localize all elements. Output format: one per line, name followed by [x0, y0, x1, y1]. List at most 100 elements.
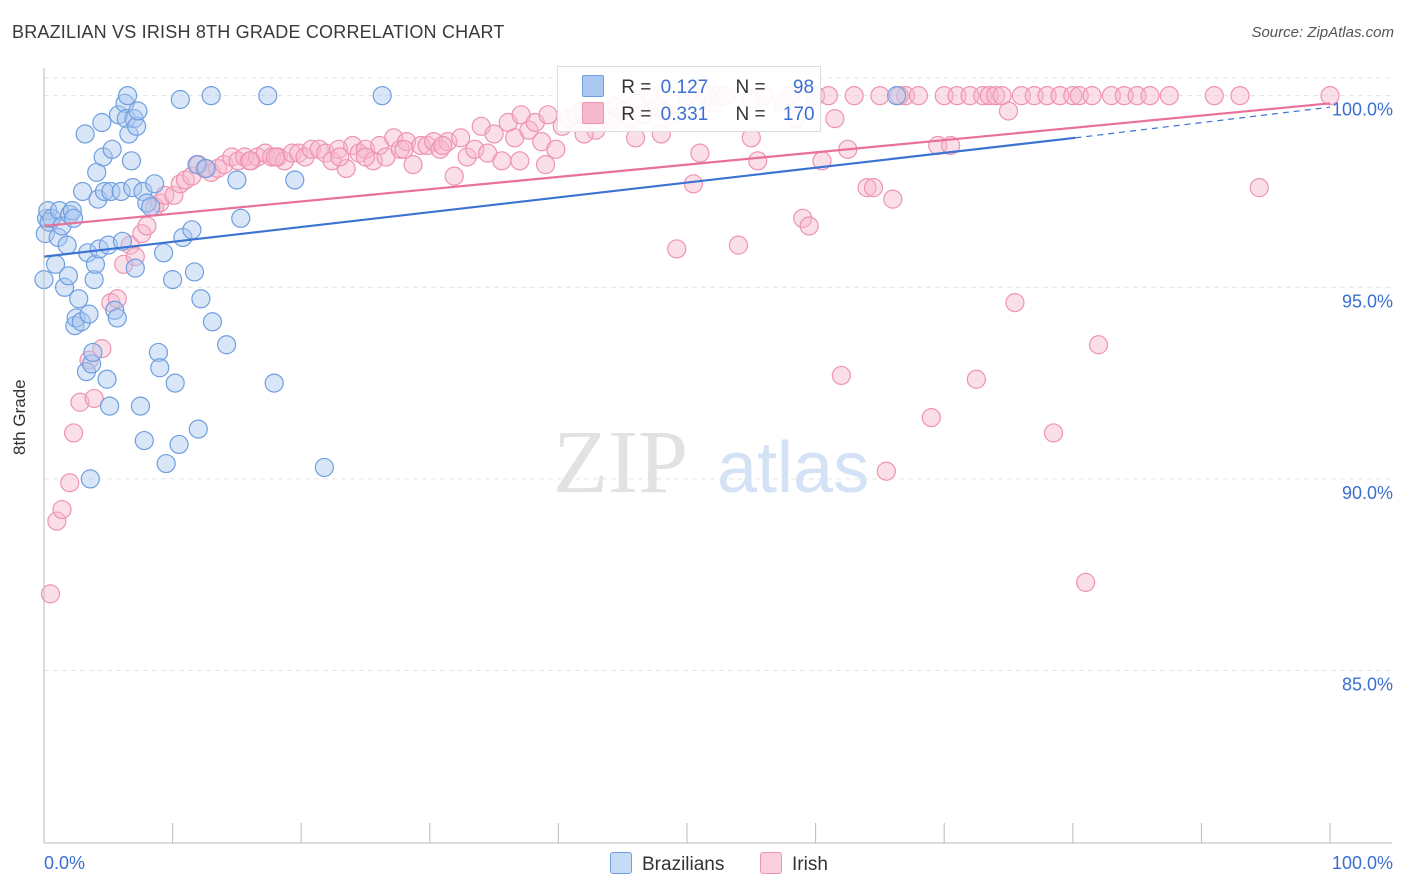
irish-trend-line [43, 102, 1331, 228]
n-label: N = [735, 104, 766, 125]
brazilian-point [231, 208, 251, 228]
brazilians-trend-line [43, 136, 1076, 258]
irish-point [1082, 86, 1102, 106]
brazilian-point [116, 109, 136, 129]
brazilian-point [188, 419, 208, 439]
watermark-zip: ZIP [553, 413, 688, 512]
irish-point [921, 407, 941, 428]
brazilian-point [182, 220, 202, 240]
irish-point [1320, 86, 1340, 106]
chart-title: BRAZILIAN VS IRISH 8TH GRADE CORRELATION… [12, 22, 505, 42]
brazilian-point [85, 254, 106, 274]
irish-point [330, 147, 350, 167]
irish-point [535, 155, 556, 175]
brazilians-trend-extension [1075, 106, 1331, 139]
irish-point [125, 247, 145, 267]
brazilian-point [121, 151, 142, 171]
irish-point [60, 473, 80, 493]
brazilian-point [69, 289, 89, 309]
brazilians-swatch [582, 75, 604, 97]
brazilian-point [191, 289, 211, 309]
irish-point [1088, 335, 1109, 355]
irish-point [465, 139, 485, 159]
legend-item-brazilians: Brazilians [610, 852, 724, 876]
irish-point [690, 143, 710, 163]
trend-lines [43, 102, 1331, 258]
irish-point [818, 86, 839, 106]
irish-point [876, 461, 896, 481]
watermark-atlas: atlas [717, 428, 869, 508]
brazilian-point [148, 342, 169, 363]
irish-point [457, 147, 477, 167]
brazilian-point [285, 170, 305, 190]
brazilian-point [54, 277, 75, 297]
brazilian-point [62, 201, 82, 221]
irish-point [844, 86, 864, 106]
irish-point [870, 86, 890, 106]
brazilian-point [71, 312, 91, 332]
brazilian-point [66, 308, 86, 328]
legend-label-irish: Irish [792, 854, 828, 875]
irish-point [214, 155, 234, 175]
brazilian-point [80, 469, 100, 489]
irish-point [433, 135, 453, 156]
irish-point [1159, 86, 1179, 106]
watermark: ZIP atlas [553, 413, 869, 512]
brazilian-point [163, 270, 183, 290]
brazilian-point [75, 124, 95, 144]
brazilian-point [117, 86, 138, 106]
brazilian-point [134, 430, 154, 451]
y-tick-label: 100.0% [1332, 100, 1393, 120]
irish-point [857, 178, 877, 198]
brazilian-point [202, 312, 223, 332]
irish-point [1043, 423, 1064, 443]
irish-point [510, 151, 530, 171]
irish-point [107, 289, 127, 309]
irish-point [47, 511, 67, 531]
brazilian-point [137, 193, 157, 213]
irish-point [84, 388, 104, 409]
irish-point [164, 185, 184, 205]
legend-row-brazilians: R = 0.127 N = 98 [582, 75, 814, 101]
brazilian-point [887, 86, 907, 106]
irish-point [992, 86, 1012, 106]
brazilian-point [258, 86, 278, 106]
irish-point [825, 109, 845, 129]
irish-swatch [582, 102, 604, 124]
irish-point [444, 166, 464, 186]
irish-point [492, 151, 512, 171]
irish-point [63, 423, 84, 443]
irish-point [114, 254, 134, 274]
irish-point [70, 392, 90, 412]
r-value: 0.127 [660, 77, 709, 98]
brazilian-point [201, 86, 221, 106]
irish-point [328, 139, 349, 159]
axes: 85.0% 90.0% 95.0% 100.0% 0.0% 100.0% [43, 68, 1393, 873]
brazilian-point [105, 300, 125, 320]
brazilian-point [264, 373, 284, 393]
brazilian-point [144, 174, 165, 194]
brazilian-point [83, 342, 103, 363]
irish-point [1140, 86, 1160, 106]
brazilian-point [111, 181, 131, 202]
brazilian-point [372, 86, 392, 106]
brazilian-point [79, 304, 99, 324]
brazilian-point [170, 89, 190, 110]
irish-point [484, 124, 504, 144]
irish-point [986, 86, 1006, 106]
y-tick-label: 95.0% [1342, 291, 1393, 311]
brazilian-point [156, 453, 176, 474]
brazilian-point [97, 369, 117, 389]
irish-point [683, 174, 704, 194]
irish-point [1005, 293, 1025, 313]
brazilian-point [72, 181, 93, 202]
brazilian-point [125, 258, 145, 278]
irish-point [793, 208, 813, 228]
r-label: R = [621, 104, 652, 125]
brazilian-point [153, 243, 174, 263]
irish-point [52, 499, 72, 520]
irish-point [343, 135, 363, 156]
n-label: N = [735, 77, 766, 98]
brazilian-point [42, 208, 62, 228]
